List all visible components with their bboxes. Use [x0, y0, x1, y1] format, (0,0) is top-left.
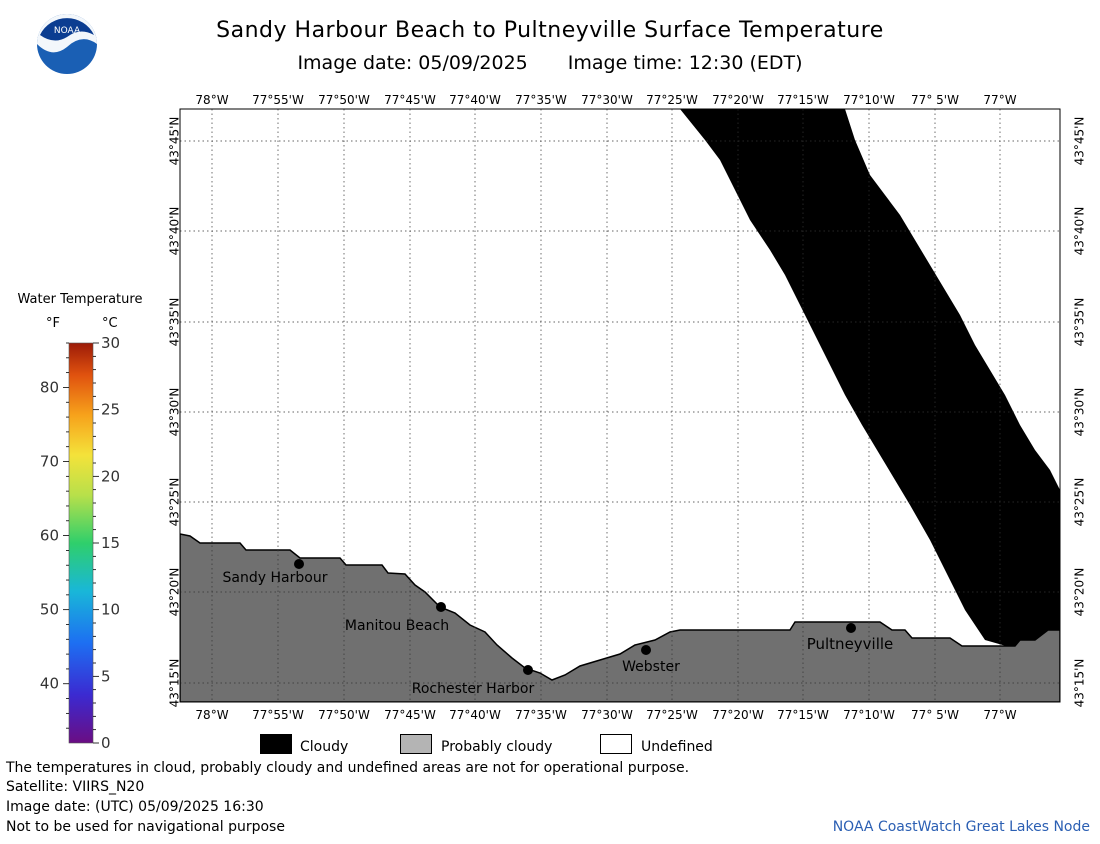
- lon-label-top: 77°W: [983, 93, 1016, 107]
- place-label: Pultneyville: [807, 635, 894, 653]
- colorbar-label-f: 40: [40, 675, 59, 693]
- colorbar-label-c: 15: [101, 534, 120, 552]
- lon-label-bottom: 77°45'W: [384, 708, 436, 722]
- place-marker: [294, 559, 304, 569]
- legend-swatch-undefined: [600, 734, 632, 754]
- lon-label-top: 77°50'W: [318, 93, 370, 107]
- place-label: Rochester Harbor: [412, 681, 535, 697]
- lat-label-right: 43°35'N: [1073, 298, 1087, 347]
- lon-label-top: 77°20'W: [712, 93, 764, 107]
- lat-label-right: 43°45'N: [1073, 117, 1087, 166]
- lat-label-left: 43°20'N: [168, 568, 182, 617]
- legend-label-undefined: Undefined: [641, 739, 713, 755]
- colorbar-label-c: 30: [101, 334, 120, 352]
- lat-label-left: 43°25'N: [168, 478, 182, 527]
- lon-label-top: 77°15'W: [777, 93, 829, 107]
- lat-label-left: 43°15'N: [168, 659, 182, 708]
- lon-label-top: 77°25'W: [646, 93, 698, 107]
- place-marker: [846, 623, 856, 633]
- lon-label-bottom: 77°20'W: [712, 708, 764, 722]
- lon-label-top: 77°40'W: [449, 93, 501, 107]
- lat-label-left: 43°35'N: [168, 298, 182, 347]
- logo-text: NOAA: [54, 26, 81, 36]
- temperature-colorbar: [68, 342, 94, 744]
- lon-label-top: 77°45'W: [384, 93, 436, 107]
- lat-label-left: 43°30'N: [168, 388, 182, 437]
- image-time: Image time: 12:30 (EDT): [567, 52, 803, 74]
- place-label: Webster: [622, 659, 680, 675]
- map-frame: [179, 108, 1061, 703]
- lat-label-right: 43°30'N: [1073, 388, 1087, 437]
- lon-label-top: 77°35'W: [515, 93, 567, 107]
- lat-label-right: 43°15'N: [1073, 659, 1087, 708]
- lon-label-bottom: 77°40'W: [449, 708, 501, 722]
- legend-swatch-probably-cloudy: [400, 734, 432, 754]
- lon-label-bottom: 77°50'W: [318, 708, 370, 722]
- colorbar-label-c: 0: [101, 734, 111, 752]
- colorbar-label-c: 20: [101, 467, 120, 485]
- lon-label-top: 77°55'W: [252, 93, 304, 107]
- lon-label-bottom: 77°55'W: [252, 708, 304, 722]
- page-title: Sandy Harbour Beach to Pultneyville Surf…: [216, 18, 884, 43]
- colorbar-label-c: 5: [101, 667, 111, 685]
- place-marker: [436, 602, 446, 612]
- colorbar-label-f: 80: [40, 378, 59, 396]
- lon-label-bottom: 77°W: [983, 708, 1016, 722]
- lon-label-bottom: 77° 5'W: [911, 708, 959, 722]
- lon-label-top: 77°30'W: [581, 93, 633, 107]
- credit-link[interactable]: NOAA CoastWatch Great Lakes Node: [832, 819, 1090, 835]
- lon-label-bottom: 77°30'W: [581, 708, 633, 722]
- colorbar-label-c: 10: [101, 601, 120, 619]
- disclaimer-text: The temperatures in cloud, probably clou…: [6, 760, 690, 776]
- colorbar-label-f: 60: [40, 527, 59, 545]
- image-date: Image date: 05/09/2025: [297, 52, 528, 74]
- lon-label-bottom: 77°35'W: [515, 708, 567, 722]
- lon-label-bottom: 77°10'W: [843, 708, 895, 722]
- lon-label-top: 78°W: [195, 93, 228, 107]
- place-label: Manitou Beach: [345, 618, 449, 634]
- land-area: [180, 533, 1060, 702]
- colorbar-label-c: 25: [101, 401, 120, 419]
- lat-label-right: 43°20'N: [1073, 568, 1087, 617]
- lat-label-right: 43°40'N: [1073, 207, 1087, 256]
- colorbar-unit-f: °F: [46, 316, 60, 331]
- lon-label-top: 77° 5'W: [911, 93, 959, 107]
- cloud-band: [680, 109, 1060, 672]
- legend-label-cloudy: Cloudy: [300, 739, 349, 755]
- image-subtitle: Image date: 05/09/2025 Image time: 12:30 …: [0, 52, 1100, 74]
- colorbar-label-f: 50: [40, 601, 59, 619]
- colorbar-title: Water Temperature: [17, 292, 143, 307]
- lon-label-bottom: 77°25'W: [646, 708, 698, 722]
- lat-label-left: 43°45'N: [168, 117, 182, 166]
- colorbar-unit-c: °C: [102, 316, 118, 331]
- lon-label-bottom: 78°W: [195, 708, 228, 722]
- legend-swatch-cloudy: [260, 734, 292, 754]
- utc-date-text: Image date: (UTC) 05/09/2025 16:30: [6, 799, 264, 815]
- lat-label-left: 43°40'N: [168, 207, 182, 256]
- lon-label-bottom: 77°15'W: [777, 708, 829, 722]
- place-marker: [523, 665, 533, 675]
- lat-label-right: 43°25'N: [1073, 478, 1087, 527]
- navigation-warning: Not to be used for navigational purpose: [6, 819, 285, 835]
- lon-label-top: 77°10'W: [843, 93, 895, 107]
- place-marker: [641, 645, 651, 655]
- noaa-logo: NOAA: [37, 14, 97, 74]
- legend-label-probably-cloudy: Probably cloudy: [441, 739, 553, 755]
- colorbar-label-f: 70: [40, 453, 59, 471]
- satellite-text: Satellite: VIIRS_N20: [6, 779, 145, 795]
- place-label: Sandy Harbour: [223, 570, 328, 586]
